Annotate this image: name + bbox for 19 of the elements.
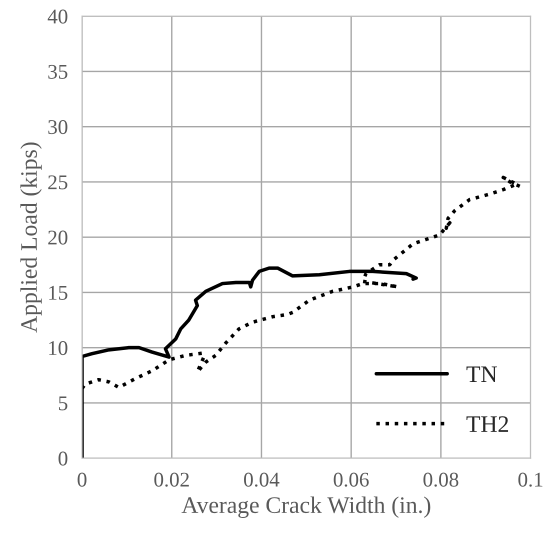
x-axis-title: Average Crack Width (in.) (182, 496, 430, 518)
y-tick-label: 10 (49, 341, 68, 356)
y-tick-label: 25 (48, 175, 68, 190)
y-tick-label: 20 (48, 230, 68, 245)
y-tick-label: 5 (58, 396, 68, 410)
x-tick-label: 0.08 (423, 472, 458, 487)
y-tick-label: 35 (48, 64, 68, 79)
y-tick-label: 30 (48, 120, 68, 134)
x-tick-label: 0.04 (244, 472, 280, 487)
y-tick-label: 40 (48, 10, 68, 24)
y-axis-title: Applied Load (kips) (20, 142, 42, 333)
legend-label: TH2 (466, 416, 508, 432)
legend-label: TN (466, 366, 497, 382)
x-tick-label: 0 (78, 472, 86, 487)
y-tick-label: 15 (49, 286, 68, 300)
x-tick-label: 0.06 (334, 472, 369, 487)
x-tick-label: 0.1 (518, 472, 542, 487)
y-tick-label: 0 (58, 452, 68, 466)
x-tick-label: 0.02 (154, 472, 189, 487)
